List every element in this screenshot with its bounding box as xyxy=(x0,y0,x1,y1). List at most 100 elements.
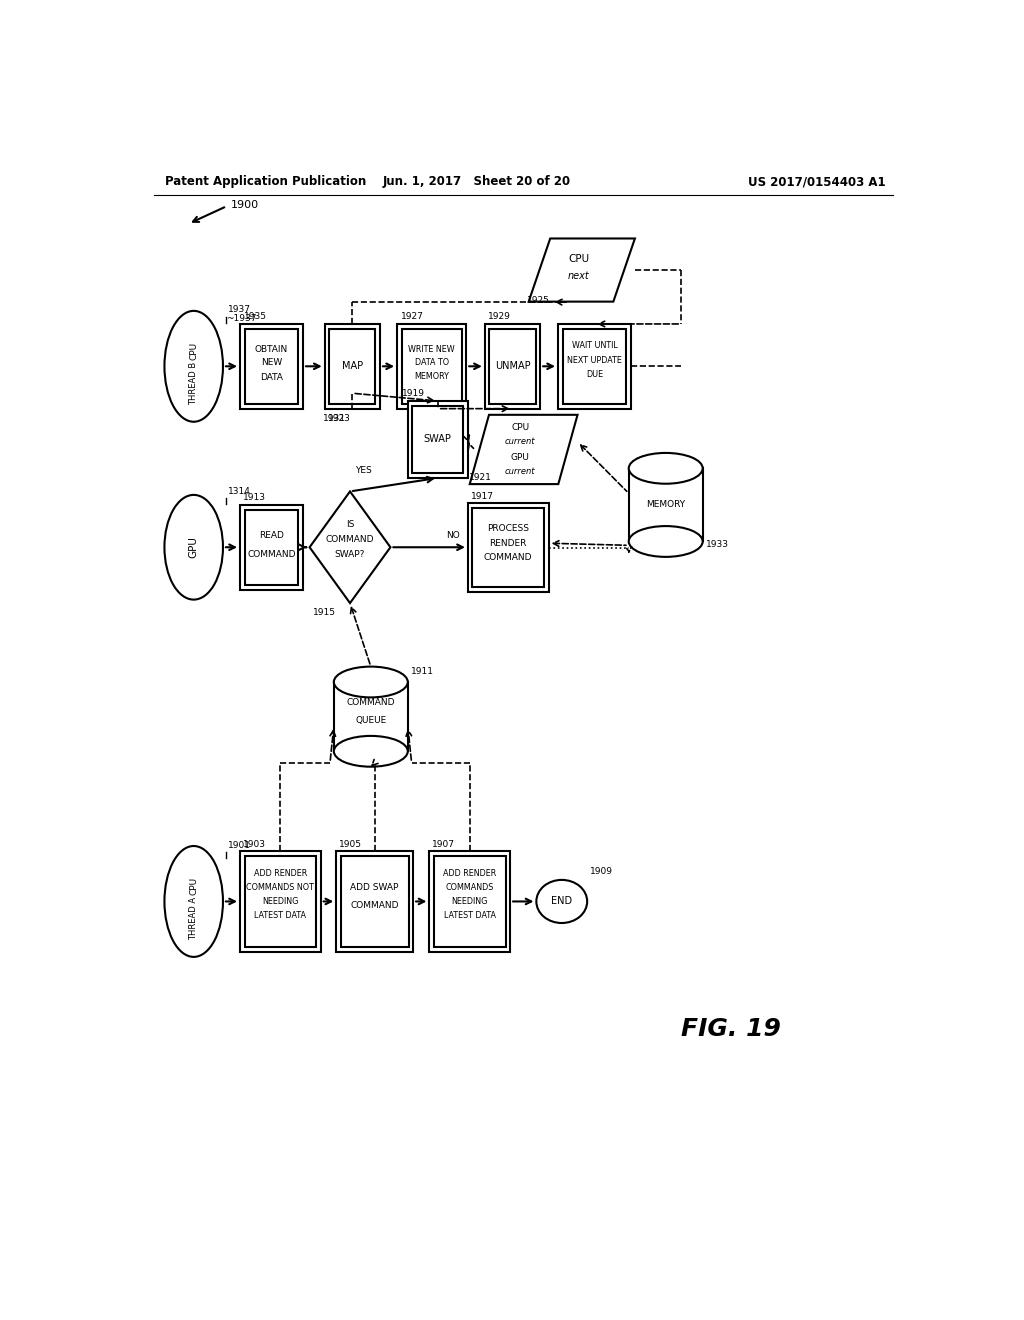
Polygon shape xyxy=(470,414,578,484)
Text: WAIT UNTIL: WAIT UNTIL xyxy=(571,341,617,350)
FancyBboxPatch shape xyxy=(245,329,298,404)
Text: COMMANDS NOT: COMMANDS NOT xyxy=(247,883,314,892)
Text: READ: READ xyxy=(259,531,284,540)
Text: END: END xyxy=(551,896,572,907)
Text: ADD RENDER: ADD RENDER xyxy=(443,870,497,878)
Text: COMMAND: COMMAND xyxy=(484,553,532,562)
Text: CPU: CPU xyxy=(511,424,529,433)
Text: 1921: 1921 xyxy=(469,474,493,482)
Text: MEMORY: MEMORY xyxy=(646,500,685,510)
Text: 1901: 1901 xyxy=(227,841,251,850)
FancyBboxPatch shape xyxy=(325,323,380,409)
Text: SWAP: SWAP xyxy=(424,434,452,445)
FancyBboxPatch shape xyxy=(330,329,376,404)
FancyBboxPatch shape xyxy=(468,503,549,591)
FancyBboxPatch shape xyxy=(245,857,316,946)
Ellipse shape xyxy=(165,846,223,957)
Polygon shape xyxy=(309,491,390,603)
Text: MEMORY: MEMORY xyxy=(414,372,450,380)
Text: 1911: 1911 xyxy=(411,668,434,676)
Text: 1933: 1933 xyxy=(706,540,729,549)
Text: US 2017/0154403 A1: US 2017/0154403 A1 xyxy=(748,176,885,189)
Text: COMMAND: COMMAND xyxy=(326,535,374,544)
Text: WRITE NEW: WRITE NEW xyxy=(409,345,455,354)
Text: 1314: 1314 xyxy=(227,487,251,496)
FancyBboxPatch shape xyxy=(408,401,468,478)
Text: DATA TO: DATA TO xyxy=(415,358,449,367)
Text: CPU: CPU xyxy=(189,342,199,360)
Text: 1929: 1929 xyxy=(487,313,511,321)
Text: OBTAIN: OBTAIN xyxy=(255,345,288,354)
Text: current: current xyxy=(505,437,536,446)
FancyBboxPatch shape xyxy=(240,851,321,952)
Text: THREAD A: THREAD A xyxy=(189,896,199,940)
Text: NEXT UPDATE: NEXT UPDATE xyxy=(567,355,622,364)
Text: NEW: NEW xyxy=(261,358,282,367)
Text: next: next xyxy=(568,271,590,281)
Text: CPU: CPU xyxy=(189,876,199,895)
Text: LATEST DATA: LATEST DATA xyxy=(443,911,496,920)
Text: 1913: 1913 xyxy=(243,494,266,503)
Ellipse shape xyxy=(165,312,223,422)
Text: COMMAND: COMMAND xyxy=(346,698,395,708)
FancyBboxPatch shape xyxy=(334,682,408,751)
Text: THREAD B: THREAD B xyxy=(189,362,199,405)
Ellipse shape xyxy=(537,880,587,923)
Polygon shape xyxy=(528,239,635,302)
Text: IS: IS xyxy=(346,520,354,528)
Ellipse shape xyxy=(334,667,408,697)
FancyBboxPatch shape xyxy=(484,323,541,409)
Text: current: current xyxy=(505,466,536,475)
FancyBboxPatch shape xyxy=(629,469,702,541)
Text: COMMAND: COMMAND xyxy=(350,900,399,909)
Text: 1931: 1931 xyxy=(323,414,346,422)
Text: 1907: 1907 xyxy=(432,840,456,849)
FancyBboxPatch shape xyxy=(401,329,462,404)
Text: 1935: 1935 xyxy=(244,313,266,321)
Text: RENDER: RENDER xyxy=(489,539,527,548)
Ellipse shape xyxy=(629,527,702,557)
Text: 1937: 1937 xyxy=(227,305,251,314)
FancyBboxPatch shape xyxy=(429,851,510,952)
FancyBboxPatch shape xyxy=(240,506,303,590)
Text: 1905: 1905 xyxy=(339,840,362,849)
Text: NEEDING: NEEDING xyxy=(452,898,487,906)
Text: COMMAND: COMMAND xyxy=(247,550,296,560)
Text: 1919: 1919 xyxy=(401,389,425,399)
Text: UNMAP: UNMAP xyxy=(495,362,530,371)
Text: 1923: 1923 xyxy=(328,414,350,422)
Text: 1915: 1915 xyxy=(313,609,336,616)
Text: 1917: 1917 xyxy=(471,492,494,500)
Text: SWAP?: SWAP? xyxy=(335,550,366,560)
Text: QUEUE: QUEUE xyxy=(355,715,386,725)
Text: 1909: 1909 xyxy=(590,867,613,876)
Text: MAP: MAP xyxy=(342,362,362,371)
Text: NEEDING: NEEDING xyxy=(262,898,299,906)
FancyBboxPatch shape xyxy=(489,329,536,404)
Text: ~1937: ~1937 xyxy=(226,314,257,323)
Text: 1925: 1925 xyxy=(527,296,550,305)
Ellipse shape xyxy=(165,495,223,599)
FancyBboxPatch shape xyxy=(558,323,631,409)
Text: 1927: 1927 xyxy=(400,313,424,321)
FancyBboxPatch shape xyxy=(341,857,409,946)
Text: CPU: CPU xyxy=(568,253,589,264)
Text: ADD SWAP: ADD SWAP xyxy=(350,883,398,892)
FancyBboxPatch shape xyxy=(397,323,466,409)
Text: Jun. 1, 2017   Sheet 20 of 20: Jun. 1, 2017 Sheet 20 of 20 xyxy=(383,176,571,189)
Text: LATEST DATA: LATEST DATA xyxy=(254,911,306,920)
Text: YES: YES xyxy=(355,466,372,475)
Text: DATA: DATA xyxy=(260,374,283,383)
Ellipse shape xyxy=(629,453,702,483)
Text: FIG. 19: FIG. 19 xyxy=(681,1016,781,1040)
Text: PROCESS: PROCESS xyxy=(487,524,529,533)
Text: 1903: 1903 xyxy=(243,840,266,849)
FancyBboxPatch shape xyxy=(245,510,298,585)
Text: ADD RENDER: ADD RENDER xyxy=(254,870,307,878)
FancyBboxPatch shape xyxy=(413,405,463,474)
FancyBboxPatch shape xyxy=(240,323,303,409)
Text: DUE: DUE xyxy=(586,370,603,379)
Text: GPU: GPU xyxy=(188,536,199,558)
FancyBboxPatch shape xyxy=(336,851,413,952)
Text: 1900: 1900 xyxy=(230,199,259,210)
